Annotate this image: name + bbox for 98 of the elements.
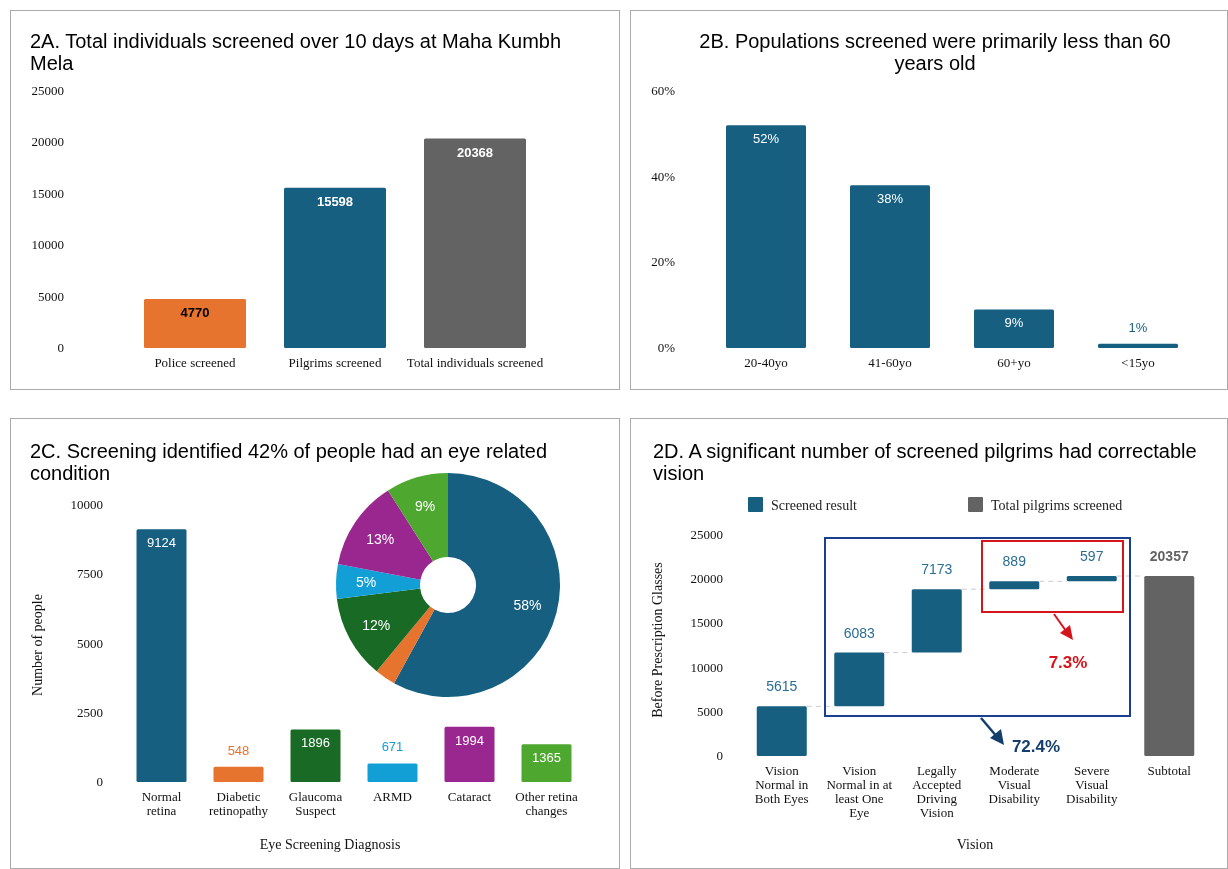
data-label: 4770	[180, 304, 210, 320]
annotation: 7.3%	[1048, 653, 1088, 672]
x-tick-label: Diabetic retinopathy	[208, 789, 269, 818]
x-axis-title: Eye Screening Diagnosis	[259, 837, 401, 852]
legend-label: Total pilgrims screened	[991, 498, 1123, 513]
y-tick-label: 0%	[657, 340, 676, 355]
y-tick-label: 20000	[690, 571, 723, 587]
y-tick-label: 5000	[77, 635, 103, 651]
bar	[974, 309, 1054, 348]
x-tick-label: Vision Normal in Both Eyes	[754, 763, 809, 806]
data-label: 7173	[921, 561, 953, 578]
x-tick-label: <15yo	[1121, 355, 1155, 370]
x-tick-label: Subtotal	[1147, 763, 1192, 778]
x-tick-label: 41-60yo	[868, 355, 912, 370]
data-label: 1%	[1128, 319, 1148, 335]
data-label: 6083	[843, 624, 876, 641]
bar	[756, 706, 807, 756]
x-tick-label: Normal retina	[141, 789, 182, 818]
bar	[1144, 576, 1195, 756]
bar	[1066, 576, 1117, 582]
bar	[213, 766, 264, 782]
data-label: 52%	[752, 131, 780, 147]
data-label: 20357	[1149, 548, 1189, 565]
bar	[834, 652, 885, 707]
y-tick-label: 0	[57, 340, 64, 355]
annotation: 72.4%	[1011, 737, 1061, 756]
y-tick-label: 25000	[31, 83, 64, 98]
chart-title: 2D. A significant number of screened pilgrims had correctable vision	[653, 440, 1197, 484]
donut-slice	[336, 564, 421, 600]
y-tick-label: 25000	[690, 527, 723, 542]
data-label: 548	[227, 742, 250, 758]
bar	[144, 298, 246, 348]
y-tick-label: 5000	[38, 288, 64, 304]
data-label: 15598	[316, 193, 354, 209]
y-tick-label: 2500	[77, 704, 103, 720]
y-tick-label: 10000	[690, 659, 723, 675]
chart-title: 2C. Screening identified 42% of people had an eye related condition	[30, 440, 548, 484]
bar	[367, 763, 418, 782]
bar	[1098, 343, 1178, 348]
data-label: 1896	[301, 735, 330, 751]
y-tick-label: 10000	[70, 497, 103, 512]
x-tick-label: Total individuals screened	[406, 355, 544, 370]
data-label: 1365	[532, 750, 561, 766]
y-tick-label: 7500	[77, 566, 103, 582]
y-tick-label: 15000	[690, 615, 723, 631]
donut-slice	[394, 473, 560, 697]
data-label: 38%	[876, 191, 904, 207]
x-tick-label: 60+yo	[997, 355, 1031, 370]
bar	[911, 589, 962, 653]
data-label: 5%	[355, 574, 377, 591]
x-tick-label: Cataract	[447, 789, 492, 804]
donut-slice	[336, 588, 431, 672]
bar	[444, 726, 495, 782]
y-axis-title: Number of people	[30, 594, 45, 696]
data-label: 597	[1080, 548, 1104, 565]
y-tick-label: 60%	[651, 83, 676, 98]
data-label: 12%	[362, 616, 391, 633]
x-tick-label: 20-40yo	[744, 355, 788, 370]
data-label: 889	[1002, 553, 1027, 570]
y-tick-label: 0	[716, 748, 723, 763]
data-label: 58%	[513, 597, 542, 614]
x-tick-label: Other retina changes	[515, 789, 578, 818]
bar	[424, 138, 526, 348]
data-label: 9124	[147, 535, 176, 551]
data-label: 671	[381, 739, 404, 755]
y-tick-label: 40%	[651, 168, 676, 184]
y-tick-label: 5000	[697, 703, 723, 719]
data-label: 9%	[1004, 315, 1024, 331]
x-tick-label: Vision Normal in at least One Eye	[826, 763, 893, 820]
x-tick-label: Glaucoma Suspect	[288, 789, 343, 818]
bar	[521, 744, 572, 782]
legend-label: Screened result	[771, 498, 858, 513]
y-tick-label: 0	[96, 774, 103, 789]
y-tick-label: 10000	[31, 237, 64, 253]
bar	[850, 185, 930, 348]
data-label: 5615	[766, 678, 798, 695]
y-tick-label: 20%	[651, 254, 676, 270]
y-tick-label: 15000	[31, 185, 64, 201]
x-tick-label: Severe Visual Disability	[1066, 763, 1118, 806]
x-tick-label: Pilgrims screened	[288, 355, 382, 370]
bar	[989, 581, 1040, 590]
x-axis-title: Vision	[956, 837, 994, 852]
data-label: 1994	[455, 732, 484, 748]
bar	[290, 729, 341, 782]
x-tick-label: Police screened	[154, 355, 237, 370]
y-tick-label: 20000	[31, 134, 64, 150]
data-label: 9%	[415, 498, 436, 515]
x-tick-label: Moderate Visual Disability	[988, 763, 1041, 806]
bar	[136, 529, 187, 782]
bar	[284, 187, 386, 348]
y-axis-title: Before Prescription Glasses	[650, 562, 665, 718]
bar	[726, 125, 806, 348]
data-label: 13%	[366, 530, 395, 547]
data-label: 20368	[456, 144, 494, 160]
x-tick-label: ARMD	[372, 789, 413, 804]
x-tick-label: Legally Accepted Driving Vision	[912, 763, 962, 820]
chart-title: 2B. Populations screened were primarily less than 60 years old	[699, 30, 1171, 74]
chart-title: 2A. Total individuals screened over 10 days at Maha Kumbh Mela	[30, 30, 562, 74]
